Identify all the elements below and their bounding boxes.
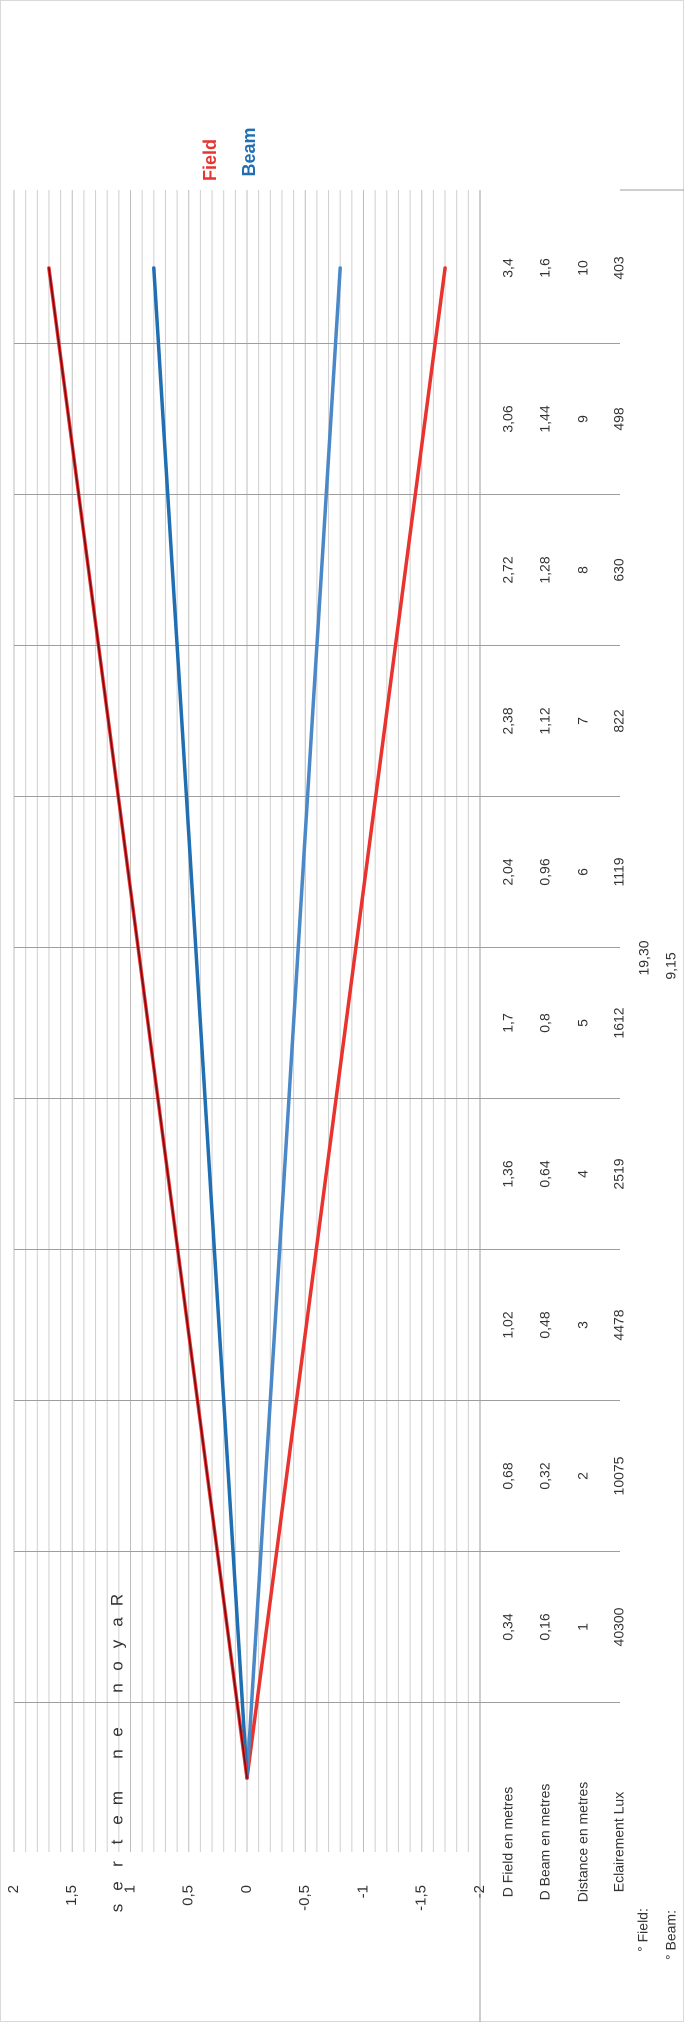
field-angle-value: 19,30 (636, 940, 652, 975)
field-lower-line (245, 266, 447, 1780)
table-cell: 3 (575, 1321, 591, 1329)
table-row-label: Distance en metres (575, 1782, 591, 1903)
field-upper-line-core (48, 267, 248, 1779)
table-cell: 0,8 (537, 1013, 553, 1033)
table-cell: 2519 (611, 1158, 627, 1189)
table-cell: 2,38 (500, 707, 516, 734)
table-cell: 10 (575, 260, 591, 276)
table-cell: 1,02 (500, 1311, 516, 1338)
table-cell: 1,12 (537, 707, 553, 734)
axis-title-letter: y (107, 1639, 126, 1648)
axis-title-letter: e (107, 1727, 126, 1736)
table-cell: 403 (611, 256, 627, 280)
legend-field-label: Field (200, 139, 220, 181)
table-cell: 0,34 (500, 1613, 516, 1640)
table-cell: 0,68 (500, 1462, 516, 1489)
beam-lower-line (245, 266, 342, 1780)
chart-grid (13, 189, 684, 2022)
table-cell: 8 (575, 566, 591, 574)
y-tick-label: -0,5 (296, 1885, 313, 1911)
y-axis: 2 1,5 1 0,5 0 -0,5 -1 -1,5 -2 (5, 1885, 488, 1911)
table-cell: 822 (611, 709, 627, 733)
table-cell: 498 (611, 407, 627, 431)
legend-beam-label: Beam (239, 127, 259, 176)
beam-angle-label: ° Beam: (663, 1910, 679, 1960)
y-tick-label: -1 (354, 1885, 371, 1898)
table-cell: 0,16 (537, 1613, 553, 1640)
axis-title-letter: e (107, 1815, 126, 1824)
table-cell: 1,28 (537, 556, 553, 583)
table-cell: 3,4 (500, 258, 516, 278)
axis-title-letter: t (107, 1839, 126, 1844)
table-cell: 1119 (611, 857, 627, 886)
chart-lines (47, 266, 447, 1780)
table-cell: 3,06 (500, 405, 516, 432)
axis-title-letter: m (107, 1791, 126, 1805)
axis-title-letter: R (107, 1594, 126, 1606)
beam-angle-value: 9,15 (663, 952, 679, 979)
y-tick-label: 1,5 (63, 1885, 80, 1906)
y-tick-label: 1 (121, 1885, 138, 1893)
angle-values: 19,30 9,15 (636, 940, 679, 979)
table-cell: 6 (575, 868, 591, 876)
table-cell: 10075 (611, 1456, 627, 1495)
table-cell: 0,48 (537, 1311, 553, 1338)
axis-title-letter: e (107, 1881, 126, 1890)
table-cell: 1,6 (537, 258, 553, 278)
legend: Field Beam (200, 127, 259, 181)
y-tick-label: -2 (471, 1885, 488, 1898)
table-cell: 7 (575, 717, 591, 725)
table-cell: 2,04 (500, 858, 516, 885)
table-cell: 1,44 (537, 405, 553, 432)
axis-title-letter: r (107, 1861, 126, 1867)
table-row-label: D Beam en metres (537, 1784, 553, 1901)
y-tick-label: -1,5 (413, 1885, 430, 1911)
table-cell: 630 (611, 558, 627, 582)
table-row-label: Eclairement Lux (611, 1792, 627, 1892)
table-cell: 1,36 (500, 1160, 516, 1187)
axis-title-letter: o (107, 1661, 126, 1670)
table-cell: 2,72 (500, 556, 516, 583)
axis-title-letter: n (107, 1683, 126, 1692)
axis-title: Ra y o n e n m e t r e s (107, 1594, 126, 1912)
beam-upper-line (152, 266, 249, 1780)
field-angle-label: ° Field: (635, 1908, 651, 1952)
axis-title-letter: n (107, 1749, 126, 1758)
axis-title-letter: s (107, 1904, 126, 1913)
y-tick-label: 0,5 (180, 1885, 197, 1906)
table-cell: 1,7 (500, 1013, 516, 1033)
table-cell: 5 (575, 1019, 591, 1027)
data-table: D Field en metres D Beam en metres Distanc… (500, 256, 679, 1960)
table-cell: 2 (575, 1472, 591, 1480)
y-tick-label: 0 (238, 1885, 255, 1893)
y-tick-label: 2 (5, 1885, 22, 1893)
table-cell: 0,64 (537, 1160, 553, 1187)
table-cell: 4 (575, 1170, 591, 1178)
table-cell: 9 (575, 415, 591, 423)
table-cell: 1 (575, 1623, 591, 1631)
axis-title-letter: a (107, 1617, 126, 1627)
table-cell: 4478 (611, 1309, 627, 1340)
table-cell: 0,32 (537, 1462, 553, 1489)
table-cell: 0,96 (537, 858, 553, 885)
table-row-label: D Field en metres (500, 1787, 516, 1897)
table-cell: 1612 (611, 1007, 627, 1038)
table-cell: 40300 (611, 1607, 627, 1646)
